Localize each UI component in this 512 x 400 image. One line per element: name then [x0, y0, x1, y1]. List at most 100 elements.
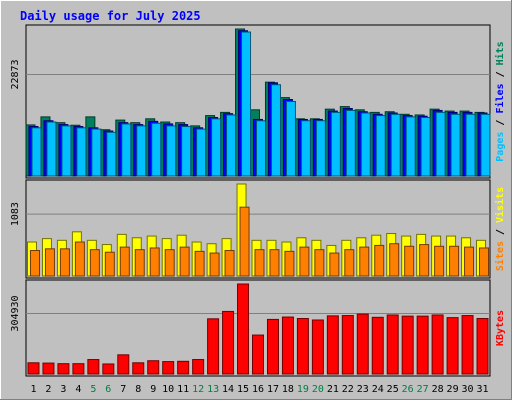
- panel-traffic: 22873 Pages / Files / Hits: [10, 24, 506, 179]
- bar-kbytes-day-22: [341, 315, 354, 375]
- bar-kbytes-day-24: [371, 316, 384, 375]
- bar-pages-day-15: [241, 31, 252, 177]
- bar-kbytes-day-15: [237, 283, 250, 375]
- bar-sites-day-22: [344, 249, 355, 277]
- bar-kbytes-day-31: [476, 318, 489, 375]
- bar-pages-day-27: [420, 117, 431, 177]
- bar-pages-day-9: [151, 122, 162, 177]
- bar-sites-day-20: [314, 249, 325, 277]
- bar-sites-day-14: [224, 250, 235, 277]
- bar-sites-day-3: [59, 248, 70, 277]
- bar-sites-day-18: [284, 250, 295, 277]
- legend-label: /: [495, 223, 506, 241]
- bar-sites-day-2: [44, 248, 55, 277]
- bar-kbytes-day-29: [446, 317, 459, 375]
- bar-pages-day-16: [256, 120, 266, 177]
- x-tick-label: 24: [372, 384, 384, 395]
- panel-legend: Pages / Files / Hits: [494, 41, 506, 161]
- bar-pages-day-13: [211, 118, 222, 177]
- x-tick-label: 9: [150, 384, 156, 395]
- bar-kbytes-day-17: [266, 318, 279, 375]
- panel-max-label: 304930: [10, 295, 21, 331]
- bar-pages-day-6: [106, 131, 117, 177]
- bar-kbytes-day-27: [416, 315, 429, 375]
- legend-label: /: [495, 114, 506, 132]
- x-tick-label: 7: [120, 384, 126, 395]
- x-tick-label: 13: [207, 384, 219, 395]
- legend-label: Pages: [495, 132, 506, 162]
- x-tick-label: 26: [402, 384, 414, 395]
- legend-label: Files: [494, 83, 506, 113]
- panel-kbytes: 304930 KBytes: [10, 279, 506, 377]
- bar-pages-day-4: [76, 127, 87, 177]
- bar-sites-day-13: [209, 252, 220, 277]
- bar-kbytes-day-25: [386, 314, 399, 375]
- x-axis-labels: 1 2 3 4 5 6 7 8 9 10 11 12 13 14 15 16 17 18 19 20 21 22 23 24 2…: [30, 384, 488, 395]
- bar-sites-day-26: [404, 245, 415, 277]
- x-tick-label: 8: [135, 384, 141, 395]
- x-tick-label: 14: [222, 384, 234, 395]
- bar-pages-day-19: [300, 120, 311, 177]
- bar-kbytes-day-1: [27, 362, 40, 375]
- bar-kbytes-day-23: [356, 313, 369, 375]
- chart-title: Daily usage for July 2025: [20, 9, 201, 23]
- bar-kbytes-day-30: [461, 315, 474, 375]
- x-tick-label: 18: [282, 384, 294, 395]
- bar-pages-day-8: [136, 125, 147, 177]
- bar-sites-day-27: [419, 244, 430, 277]
- bar-sites-day-17: [269, 249, 280, 277]
- bar-sites-day-31: [479, 247, 490, 277]
- bar-pages-day-2: [46, 121, 57, 177]
- bar-kbytes-day-10: [162, 361, 175, 375]
- x-tick-label: 22: [342, 384, 354, 395]
- bar-sites-day-12: [194, 250, 205, 277]
- bar-pages-day-29: [450, 113, 461, 177]
- legend-label: /: [495, 65, 506, 83]
- bar-sites-day-19: [299, 246, 310, 277]
- x-tick-label: 15: [237, 384, 249, 395]
- bar-kbytes-day-2: [42, 362, 55, 375]
- bar-pages-day-20: [315, 120, 326, 177]
- x-tick-label: 31: [476, 384, 488, 395]
- x-tick-label: 27: [417, 384, 429, 395]
- x-tick-label: 23: [357, 384, 369, 395]
- bar-kbytes-day-21: [326, 315, 339, 375]
- bar-pages-day-7: [121, 123, 132, 177]
- bar-kbytes-day-9: [147, 360, 160, 375]
- bar-sites-day-25: [389, 243, 400, 277]
- legend-label: KBytes: [495, 310, 506, 346]
- bar-pages-day-21: [330, 111, 341, 177]
- bar-sites-day-21: [329, 252, 340, 277]
- x-tick-label: 19: [297, 384, 309, 395]
- bar-sites-day-16: [254, 249, 265, 277]
- bar-kbytes-day-3: [57, 363, 70, 375]
- bar-kbytes-day-13: [207, 318, 220, 375]
- bar-kbytes-day-18: [281, 316, 294, 375]
- bar-sites-day-11: [179, 246, 190, 277]
- x-tick-label: 25: [387, 384, 399, 395]
- bar-sites-day-8: [134, 249, 145, 277]
- bar-kbytes-day-7: [117, 354, 130, 375]
- x-tick-label: 21: [327, 384, 339, 395]
- x-tick-label: 11: [177, 384, 189, 395]
- bar-sites-day-9: [149, 247, 160, 277]
- bar-sites-day-7: [119, 246, 130, 277]
- bar-kbytes-day-12: [192, 359, 205, 375]
- x-tick-label: 16: [252, 384, 264, 395]
- bar-pages-day-26: [405, 116, 416, 177]
- bar-sites-day-15: [239, 206, 250, 277]
- x-tick-label: 17: [267, 384, 279, 395]
- x-tick-label: 2: [45, 384, 51, 395]
- bar-kbytes-day-19: [296, 318, 309, 375]
- bar-sites-day-30: [464, 246, 475, 277]
- x-tick-label: 4: [75, 384, 81, 395]
- panel-legend: KBytes: [495, 310, 506, 346]
- x-tick-label: 5: [90, 384, 96, 395]
- bar-sites-day-1: [29, 250, 40, 277]
- bar-kbytes-day-11: [177, 360, 190, 375]
- x-tick-label: 12: [192, 384, 204, 395]
- x-tick-label: 10: [162, 384, 174, 395]
- bar-kbytes-day-20: [311, 319, 324, 375]
- bar-pages-day-18: [285, 100, 296, 177]
- bar-kbytes-day-28: [431, 314, 444, 375]
